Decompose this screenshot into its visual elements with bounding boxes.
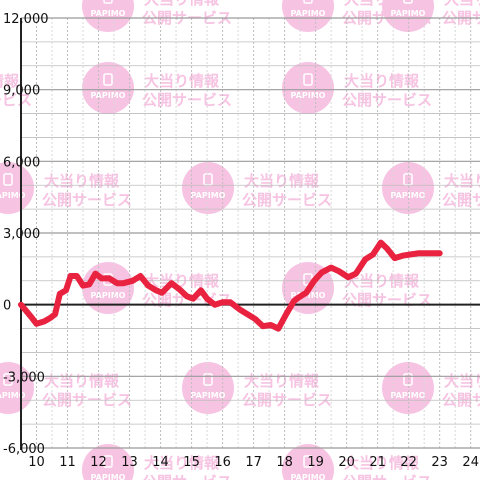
watermark-line1: 大当り情報	[144, 72, 220, 90]
x-tick-label: 22	[400, 455, 417, 470]
watermark-line1: 大当り情報	[244, 372, 320, 390]
x-tick-label: 10	[28, 455, 45, 470]
watermark-logo-text: PAPIMO	[291, 473, 326, 480]
series-line	[18, 239, 443, 332]
watermark-line2: 公開サービス	[342, 291, 432, 309]
watermark-line1: 大当り情報	[344, 0, 420, 8]
x-tick-label: 23	[431, 455, 448, 470]
watermark-logo-text: PAPIMO	[391, 191, 426, 200]
tick-labels: -6,000 -3,000 0 3,000 6,000 9,000 12,000 10 11 12…	[3, 12, 479, 470]
watermark-line2: 公開サービス	[242, 191, 332, 209]
watermark-line2: 公開サービス	[142, 473, 232, 480]
watermark-line2: 公開サービス	[342, 91, 432, 109]
watermark-line2: 公開サービス	[42, 191, 132, 209]
watermark-logo-text: PAPIMO	[191, 391, 226, 400]
x-tick-label: 15	[183, 455, 200, 470]
watermark-line1: 大当り情報	[444, 172, 480, 190]
y-tick-label: -3,000	[3, 370, 45, 385]
x-tick-label: 13	[121, 455, 138, 470]
x-tick-label: 14	[152, 455, 169, 470]
watermark-logo-text: PAPIMO	[291, 9, 326, 18]
watermark-line1: 大当り情報	[44, 372, 120, 390]
watermark-line2: 公開サービス	[442, 191, 480, 209]
y-tick-label: -6,000	[3, 442, 45, 457]
x-tick-label: 11	[59, 455, 76, 470]
x-tick-label: 18	[276, 455, 293, 470]
y-tick-label: 6,000	[3, 155, 40, 170]
watermark-logo-text: PAPIMO	[0, 191, 26, 200]
watermark-logo-text: PAPIMO	[91, 473, 126, 480]
watermark-line1: 大当り情報	[144, 454, 220, 472]
watermark-logo-text: PAPIMO	[91, 91, 126, 100]
watermark-line1: 大当り情報	[344, 454, 420, 472]
watermark-line1: 大当り情報	[144, 0, 220, 8]
watermark-line1: 大当り情報	[344, 72, 420, 90]
y-tick-label: 12,000	[3, 12, 49, 27]
x-tick-label: 20	[338, 455, 355, 470]
x-tick-label: 16	[214, 455, 231, 470]
watermark-logo-text: PAPIMO	[91, 291, 126, 300]
watermark-logo-text: PAPIMO	[391, 391, 426, 400]
y-tick-label: 9,000	[3, 84, 40, 99]
watermark-line2: 公開サービス	[0, 91, 32, 109]
x-tick-label: 12	[90, 455, 107, 470]
series-layer	[18, 239, 443, 332]
axes	[20, 18, 480, 450]
watermark-logo-text: PAPIMO	[291, 91, 326, 100]
watermark-line2: 公開サービス	[142, 91, 232, 109]
watermark-line2: 公開サービス	[342, 473, 432, 480]
y-tick-label: 0	[3, 299, 11, 314]
x-tick-label: 24	[462, 455, 479, 470]
watermark-logo-text: PAPIMO	[91, 9, 126, 18]
grid	[20, 17, 480, 449]
watermark-logo-text: PAPIMO	[391, 9, 426, 18]
watermark-logo-text: PAPIMO	[0, 391, 26, 400]
watermark-line1: 大当り情報	[0, 72, 20, 90]
x-tick-label: 17	[245, 455, 262, 470]
x-tick-label: 19	[307, 455, 324, 470]
watermark-logo-text: PAPIMO	[291, 291, 326, 300]
watermark-logo-text: PAPIMO	[191, 191, 226, 200]
y-tick-label: 3,000	[3, 227, 40, 242]
x-tick-label: 21	[369, 455, 386, 470]
watermark-line1: 大当り情報	[444, 0, 480, 8]
watermark-line1: 大当り情報	[244, 172, 320, 190]
watermark-line1: 大当り情報	[444, 372, 480, 390]
watermark-line1: 大当り情報	[44, 172, 120, 190]
